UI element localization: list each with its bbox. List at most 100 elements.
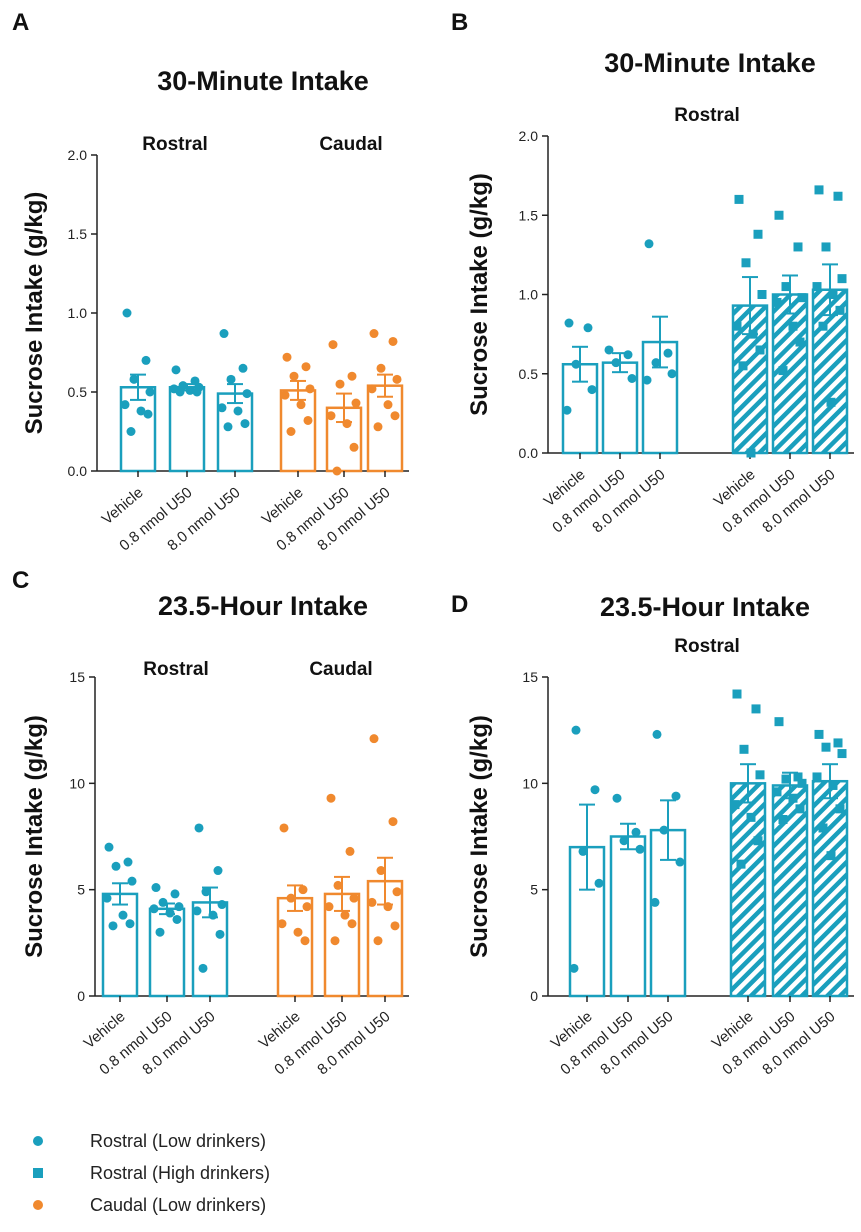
data-point xyxy=(335,379,345,389)
legend-marker-circle xyxy=(33,1136,43,1146)
data-point-square xyxy=(730,800,740,810)
data-point-square xyxy=(833,738,843,748)
y-axis-label: Sucrose Intake (g/kg) xyxy=(466,173,493,416)
data-point xyxy=(240,419,250,429)
data-point xyxy=(652,729,662,739)
data-point xyxy=(619,836,629,846)
data-point-square xyxy=(732,689,742,699)
data-point xyxy=(238,363,248,373)
y-tick-label: 10 xyxy=(522,775,538,791)
data-point xyxy=(300,936,310,946)
data-point-square xyxy=(781,774,791,784)
chart-panel-b: B 30-Minute Intake Sucrose Intake (g/kg) 0.… xyxy=(451,9,854,536)
data-point xyxy=(282,352,292,362)
data-point-square xyxy=(837,749,847,759)
data-point xyxy=(347,919,357,929)
data-point-square xyxy=(795,804,805,814)
y-tick-label: 0 xyxy=(530,988,538,1004)
data-point xyxy=(122,308,132,318)
data-point xyxy=(145,387,155,397)
data-point xyxy=(569,963,579,973)
data-point-square xyxy=(788,793,798,803)
data-point xyxy=(127,876,137,886)
panel-title: 23.5-Hour Intake xyxy=(600,592,810,622)
data-point xyxy=(277,919,287,929)
data-point-square xyxy=(738,361,748,371)
data-point xyxy=(151,883,161,893)
data-point-square xyxy=(781,282,791,292)
data-point-square xyxy=(751,704,761,714)
data-point-square xyxy=(755,345,765,355)
data-point xyxy=(330,936,340,946)
data-point-square xyxy=(821,742,831,752)
data-point xyxy=(564,318,574,328)
data-point xyxy=(174,902,184,912)
y-tick-label: 15 xyxy=(69,669,85,685)
data-point-square xyxy=(732,321,742,331)
data-point xyxy=(583,323,593,333)
y-tick-label: 10 xyxy=(69,775,85,791)
bar xyxy=(276,896,314,998)
data-point xyxy=(392,374,402,384)
y-tick-label: 5 xyxy=(530,882,538,898)
data-point xyxy=(141,355,151,365)
data-point-square xyxy=(818,823,828,833)
data-point xyxy=(242,389,252,399)
data-point xyxy=(286,893,296,903)
data-point-square xyxy=(814,729,824,739)
data-point xyxy=(631,827,641,837)
chart-panel-d: D 23.5-Hour Intake Sucrose Intake (g/kg) 0 5… xyxy=(451,591,854,1078)
data-point xyxy=(659,825,669,835)
data-point xyxy=(118,910,128,920)
data-point xyxy=(324,902,334,912)
data-point xyxy=(126,427,136,436)
data-point xyxy=(623,350,633,360)
data-point-square xyxy=(812,772,822,782)
data-point xyxy=(286,427,296,436)
y-axis-label: Sucrose Intake (g/kg) xyxy=(21,715,48,958)
data-point xyxy=(170,889,180,899)
bar xyxy=(168,386,206,473)
data-point xyxy=(136,406,146,416)
data-point xyxy=(675,857,685,867)
data-point-square xyxy=(734,194,744,204)
data-point-square xyxy=(788,321,798,331)
panel-title: 23.5-Hour Intake xyxy=(158,591,368,621)
data-point xyxy=(388,336,398,346)
data-point xyxy=(104,842,114,852)
data-point xyxy=(158,897,168,907)
y-tick-label: 0.5 xyxy=(519,366,539,382)
data-point xyxy=(149,904,159,914)
data-point-square xyxy=(833,191,843,201)
data-point xyxy=(650,897,660,907)
data-point xyxy=(392,887,402,897)
data-point-square xyxy=(736,859,746,869)
data-point xyxy=(390,921,400,931)
data-point xyxy=(627,374,637,384)
y-tick-label: 0.0 xyxy=(68,463,88,479)
data-point xyxy=(328,340,338,350)
data-point-square xyxy=(826,851,836,861)
data-point xyxy=(349,893,359,903)
chart-panel-a: A 30-Minute Intake Sucrose Intake (g/kg) 0.… xyxy=(12,9,409,554)
data-point xyxy=(120,400,130,410)
data-point xyxy=(390,411,400,421)
bar xyxy=(101,892,139,998)
legend-label: Rostral (High drinkers) xyxy=(90,1163,270,1183)
data-point-square xyxy=(835,804,845,814)
data-point xyxy=(383,400,393,410)
bar xyxy=(771,293,809,455)
data-point-square xyxy=(746,812,756,822)
data-point xyxy=(301,362,311,372)
y-tick-label: 0.5 xyxy=(68,384,88,400)
y-tick-label: 1.0 xyxy=(519,287,539,303)
bar xyxy=(609,835,647,998)
data-point xyxy=(223,422,233,432)
data-point xyxy=(351,398,361,408)
data-point xyxy=(587,385,597,395)
data-point xyxy=(349,442,359,452)
data-point xyxy=(376,866,386,876)
y-tick-label: 1.5 xyxy=(519,207,539,223)
data-point-square xyxy=(755,770,765,780)
